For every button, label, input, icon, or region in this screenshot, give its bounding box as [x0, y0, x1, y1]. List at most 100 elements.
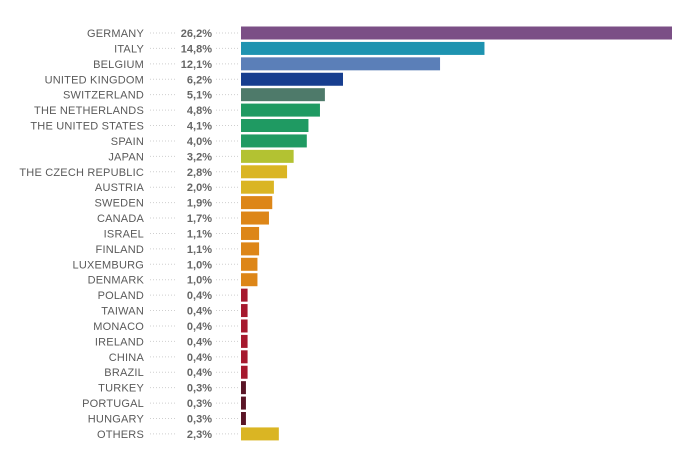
value-label: 0,3% [187, 414, 212, 426]
bar-finland [241, 242, 260, 256]
bar-row-the-netherlands: THE NETHERLANDS 4,8% [34, 103, 320, 117]
bar-brazil [241, 365, 248, 379]
bar-sweden [241, 196, 273, 210]
bar-portugal [241, 396, 246, 410]
category-label: SWEDEN [95, 198, 144, 210]
bar-row-luxemburg: LUXEMBURG 1,0% [73, 257, 258, 271]
category-label: THE CZECH REPUBLIC [19, 167, 144, 179]
bar-row-spain: SPAIN 4,0% [111, 134, 307, 148]
value-label: 12,1% [181, 59, 212, 71]
bar-row-poland: POLAND 0,4% [98, 288, 248, 302]
bar-row-brazil: BRAZIL 0,4% [104, 365, 248, 379]
bar-germany [241, 26, 672, 40]
bar-row-israel: ISRAEL 1,1% [104, 226, 260, 240]
value-label: 26,2% [181, 28, 212, 40]
bar-row-others: OTHERS 2,3% [97, 427, 279, 441]
bar-row-monaco: MONACO 0,4% [93, 319, 248, 333]
category-label: GERMANY [87, 28, 144, 40]
bar-israel [241, 226, 260, 240]
category-label: FINLAND [96, 244, 144, 256]
bar-switzerland [241, 88, 325, 102]
value-label: 0,3% [187, 398, 212, 410]
category-label: DENMARK [88, 275, 145, 287]
value-label: 0,4% [187, 321, 212, 333]
category-label: HUNGARY [88, 414, 145, 426]
category-label: TAIWAN [101, 306, 144, 318]
value-label: 0,4% [187, 352, 212, 364]
value-label: 1,0% [187, 275, 212, 287]
category-label: LUXEMBURG [73, 259, 144, 271]
value-label: 0,4% [187, 290, 212, 302]
category-label: ITALY [114, 43, 144, 55]
bar-united-kingdom [241, 72, 343, 86]
bar-row-denmark: DENMARK 1,0% [88, 273, 258, 287]
bar-belgium [241, 57, 441, 71]
value-label: 14,8% [181, 43, 212, 55]
bar-row-austria: AUSTRIA 2,0% [95, 180, 274, 194]
value-label: 0,4% [187, 336, 212, 348]
bar-row-hungary: HUNGARY 0,3% [88, 412, 246, 426]
category-label: AUSTRIA [95, 182, 145, 194]
bar-italy [241, 41, 485, 55]
category-label: UNITED KINGDOM [45, 74, 144, 86]
value-label: 3,2% [187, 151, 212, 163]
category-label: BRAZIL [104, 367, 144, 379]
bar-row-japan: JAPAN 3,2% [108, 149, 294, 163]
category-label: TURKEY [98, 383, 144, 395]
bar-row-turkey: TURKEY 0,3% [98, 381, 246, 395]
value-label: 1,0% [187, 259, 212, 271]
bar-row-portugal: PORTUGAL 0,3% [82, 396, 246, 410]
value-label: 4,1% [187, 121, 212, 133]
category-label: JAPAN [108, 151, 144, 163]
value-label: 6,2% [187, 74, 212, 86]
bar-japan [241, 149, 294, 163]
category-label: IRELAND [95, 336, 144, 348]
category-label: THE UNITED STATES [30, 121, 144, 133]
bar-row-belgium: BELGIUM 12,1% [93, 57, 441, 71]
category-label: PORTUGAL [82, 398, 144, 410]
bar-poland [241, 288, 248, 302]
value-label: 5,1% [187, 90, 212, 102]
value-label: 4,8% [187, 105, 212, 117]
category-label: THE NETHERLANDS [34, 105, 144, 117]
category-label: OTHERS [97, 429, 144, 441]
bar-the-czech-republic [241, 165, 288, 179]
bar-luxemburg [241, 257, 258, 271]
bar-taiwan [241, 304, 248, 318]
category-label: POLAND [98, 290, 144, 302]
value-label: 2,3% [187, 429, 212, 441]
bar-row-united-kingdom: UNITED KINGDOM 6,2% [45, 72, 343, 86]
bar-row-switzerland: SWITZERLAND 5,1% [63, 88, 325, 102]
value-label: 1,9% [187, 198, 212, 210]
category-label: BELGIUM [93, 59, 144, 71]
bar-austria [241, 180, 274, 194]
value-label: 0,4% [187, 306, 212, 318]
bar-row-germany: GERMANY 26,2% [87, 26, 672, 40]
bar-spain [241, 134, 307, 148]
bar-row-ireland: IRELAND 0,4% [95, 334, 248, 348]
bar-canada [241, 211, 269, 225]
category-label: SPAIN [111, 136, 144, 148]
bar-monaco [241, 319, 248, 333]
bar-row-canada: CANADA 1,7% [97, 211, 269, 225]
bar-others [241, 427, 279, 441]
bar-hungary [241, 412, 246, 425]
bar-row-the-united-states: THE UNITED STATES 4,1% [30, 119, 309, 133]
category-label: ISRAEL [104, 228, 144, 240]
bar-row-taiwan: TAIWAN 0,4% [101, 304, 248, 318]
value-label: 1,1% [187, 228, 212, 240]
bar-row-finland: FINLAND 1,1% [96, 242, 260, 256]
category-label: CHINA [109, 352, 145, 364]
bar-row-the-czech-republic: THE CZECH REPUBLIC 2,8% [19, 165, 288, 179]
value-label: 4,0% [187, 136, 212, 148]
category-label: MONACO [93, 321, 144, 333]
bar-the-netherlands [241, 103, 320, 117]
value-label: 1,1% [187, 244, 212, 256]
bar-row-china: CHINA 0,4% [109, 350, 248, 364]
bar-row-italy: ITALY 14,8% [114, 41, 485, 55]
bar-the-united-states [241, 119, 309, 133]
value-label: 2,0% [187, 182, 212, 194]
category-label: SWITZERLAND [63, 90, 144, 102]
value-label: 2,8% [187, 167, 212, 179]
